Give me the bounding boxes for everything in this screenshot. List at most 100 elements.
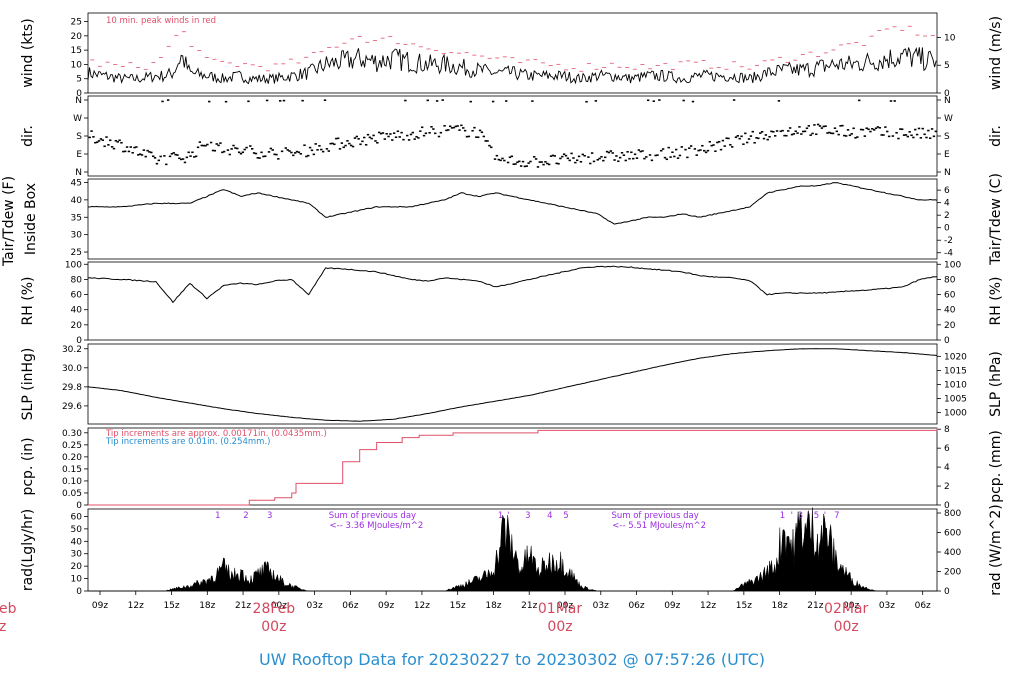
right-tick-label: N [944,168,951,178]
right-tick-label: 0 [944,224,950,234]
hour-mark: ' [824,511,826,521]
date-sub-label: 00z [547,619,572,635]
left-tick-label: 0 [76,336,82,346]
left-tick-label: 30.2 [62,345,82,355]
x-tick-label: 03z [593,601,609,611]
right-axis-label: wind (m/s) [988,16,1004,90]
temp-line [87,182,938,225]
wind-mean-line [87,46,937,85]
right-tick-label: -2 [944,236,953,246]
x-tick-label: 18z [772,601,788,611]
left-axis-label: rad(Lgly/hr) [20,509,36,591]
hour-mark: 5 [563,511,568,521]
left-tick-label: N [75,96,82,106]
chart-title: UW Rooftop Data for 20230227 to 20230302… [259,650,765,669]
x-tick-label: 06z [628,601,644,611]
left-tick-label: N [75,168,82,178]
right-axis-label: SLP (hPa) [988,351,1004,417]
left-tick-label: 80 [71,275,83,285]
x-tick-label: 03z [307,601,323,611]
date-label: 01Mar [538,601,582,617]
left-tick-label: 40 [71,537,83,547]
left-tick-label: 0.10 [62,477,82,487]
left-axis-label-outer: Tair/Tdew (F) [1,176,17,267]
right-tick-label: 40 [944,306,956,316]
left-tick-label: S [76,132,82,142]
date-label: 02Mar [824,601,868,617]
date-label-cut: eb [0,601,17,617]
wind-annotation: 10 min. peak winds in red [106,16,216,26]
x-tick-label: 15z [736,601,752,611]
x-tick-label: 12z [128,601,144,611]
panel-frame [87,261,938,341]
left-tick-label: 0 [76,89,82,99]
x-tick-label: 09z [664,601,680,611]
radiation-area [88,507,937,592]
panel-frame [87,427,938,506]
right-tick-label: 20 [944,321,956,331]
right-tick-label: 4 [944,463,950,473]
panel-slp: 29.6 29.8 30.0 30.2 1000 1005 1010 1015 1020 SLP … [20,343,1004,425]
right-tick-label: W [944,114,953,124]
hour-mark: 4 [547,511,552,521]
left-tick-label: 0.30 [62,429,82,439]
right-tick-label: 200 [944,568,961,578]
panel-wind: 0 5 10 15 20 25 0 5 10 wind (kts) wind (m/s) 10 min… [20,12,1004,99]
right-tick-label: 100 [944,260,961,270]
x-tick-label: 00z [271,601,287,611]
sum-note-line2: <-- 5.51 MJoules/m^2 [612,521,706,531]
hour-mark: ' [791,511,793,521]
right-tick-label: 10 [944,33,956,43]
left-tick-label: 30.0 [62,364,82,374]
x-tick-label: 18z [485,601,501,611]
left-tick-label: 20 [71,32,83,42]
left-tick-label: 45 [71,178,82,188]
left-tick-label: 60 [71,291,83,301]
right-tick-label: 5 [944,61,950,71]
left-tick-label: 25 [71,248,82,258]
left-tick-label: 5 [76,75,82,85]
left-axis-label: SLP (inHg) [20,348,36,421]
panel-frame [87,343,938,425]
hour-mark: ' [507,511,509,521]
x-tick-label: 15z [450,601,466,611]
left-tick-label: 29.6 [62,402,82,412]
right-tick-label: 1005 [944,395,967,405]
x-tick-label: 21z [807,601,823,611]
left-tick-label: 30 [71,231,83,241]
right-tick-label: 1015 [944,366,967,376]
x-tick-label: 06z [342,601,358,611]
left-tick-label: 30 [71,550,83,560]
panel-frame [87,178,938,260]
hour-mark: 2 [243,511,248,521]
x-tick-label: 09z [378,601,394,611]
hour-mark: 5 [814,511,819,521]
right-tick-label: 400 [944,548,961,558]
left-tick-label: 20 [71,321,83,331]
right-tick-label: 0 [944,501,950,511]
left-tick-label: 20 [71,562,83,572]
hour-mark: 1 [780,511,785,521]
panel-rh: 0 20 40 60 80 100 0 20 40 60 80 100 RH (%) RH (%) [20,260,1004,346]
right-tick-label: 1000 [944,409,967,419]
left-tick-label: 0.20 [62,453,82,463]
rh-line [87,265,938,304]
x-tick-label: 12z [414,601,430,611]
left-tick-label: 100 [65,260,82,270]
left-tick-label: 25 [71,18,82,28]
sum-note-line2: <-- 3.36 MJoules/m^2 [330,521,424,531]
date-sub-label-cut: z [0,619,6,635]
date-sub-label: 00z [261,619,286,635]
right-tick-label: 0 [944,89,950,99]
left-tick-label: E [76,150,82,160]
left-axis-label: dir. [20,125,36,147]
right-axis-label: RH (%) [988,277,1004,326]
right-tick-label: 4 [944,199,950,209]
x-tick-label: 06z [915,601,931,611]
pcp-annotation-red: Tip increments are approx. 0.00171in. (0… [105,429,327,439]
x-tick-label: 12z [700,601,716,611]
right-tick-label: 0 [944,336,950,346]
right-tick-label: 800 [944,509,961,519]
